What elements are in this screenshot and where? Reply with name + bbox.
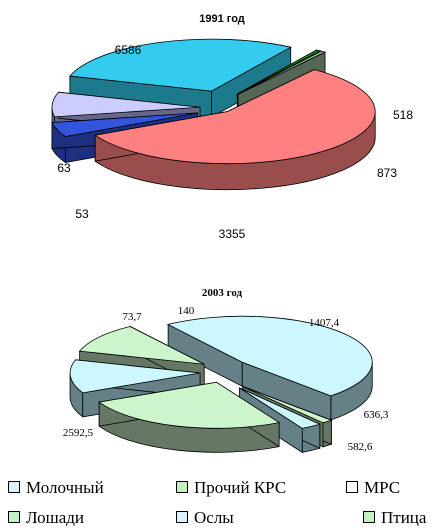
legend-label: Ослы <box>194 508 234 527</box>
pie-slice <box>237 50 327 95</box>
pie-data-label: 6586 <box>115 43 142 57</box>
pie-chart-1991: 6586 518 873 3355 53 63 <box>51 38 413 241</box>
legend: Молочный Прочий КРС МРС Лошади Ослы Птиц… <box>8 476 444 532</box>
pie-data-label: 582,6 <box>348 441 373 453</box>
legend-swatch <box>176 481 188 493</box>
legend-swatch <box>176 511 188 523</box>
legend-label: Лошади <box>26 508 84 527</box>
pie-slice <box>166 315 373 397</box>
pie-slice <box>69 359 201 394</box>
pie-chart-2003: 1407,4 636,3 582,6 2592,5 73,7 140 <box>63 305 389 454</box>
pie-data-label: 1407,4 <box>309 317 340 329</box>
legend-swatch <box>8 481 20 493</box>
pie-slice <box>94 69 376 165</box>
pie-data-label: 140 <box>178 305 195 317</box>
legend-label: МРС <box>364 478 401 497</box>
pie-slice <box>51 112 198 137</box>
pie-slice <box>69 38 292 92</box>
chart-2-title: 2003 год <box>202 287 243 299</box>
pie-slice <box>51 91 201 118</box>
pie-data-label: 873 <box>377 166 397 180</box>
legend-label: Прочий КРС <box>194 478 287 497</box>
pie-slice <box>242 386 333 424</box>
pie-data-label: 63 <box>57 161 71 175</box>
chart-1-title: 1991 год <box>199 13 245 25</box>
pie-slice <box>239 387 321 429</box>
legend-swatch <box>8 511 20 523</box>
pie-slice <box>237 49 322 95</box>
pie-data-label: 518 <box>393 108 413 122</box>
pie-slice <box>98 381 281 429</box>
pie-data-label: 53 <box>75 207 89 221</box>
pie-data-label: 3355 <box>219 227 246 241</box>
pie-data-label: 2592,5 <box>63 427 94 439</box>
pie-data-label: 636,3 <box>364 409 389 421</box>
pie-data-label: 73,7 <box>122 311 142 323</box>
pie-slice <box>78 326 205 365</box>
legend-swatch <box>346 481 358 493</box>
legend-label: Молочный <box>26 478 104 497</box>
legend-label: Птица <box>381 508 427 527</box>
legend-swatch <box>363 511 375 523</box>
